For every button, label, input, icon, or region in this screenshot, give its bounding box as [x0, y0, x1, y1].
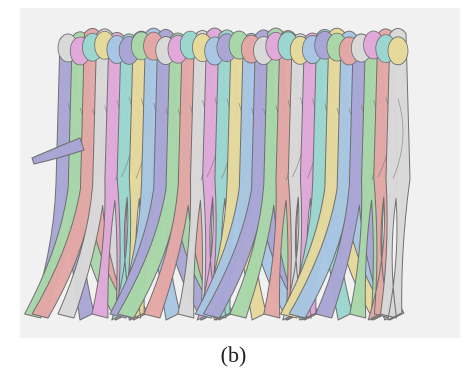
extended-arm: [31, 137, 85, 165]
motion-silhouette-panel: [20, 8, 460, 338]
figure-caption: (b): [220, 342, 247, 367]
walking-figure-silhouettes: [20, 8, 460, 338]
silhouette-frame: [379, 27, 411, 321]
silhouette-arm: [392, 98, 404, 179]
head-band: [57, 30, 409, 66]
silhouette-frames: [24, 27, 411, 321]
silhouette-head: [387, 36, 409, 66]
